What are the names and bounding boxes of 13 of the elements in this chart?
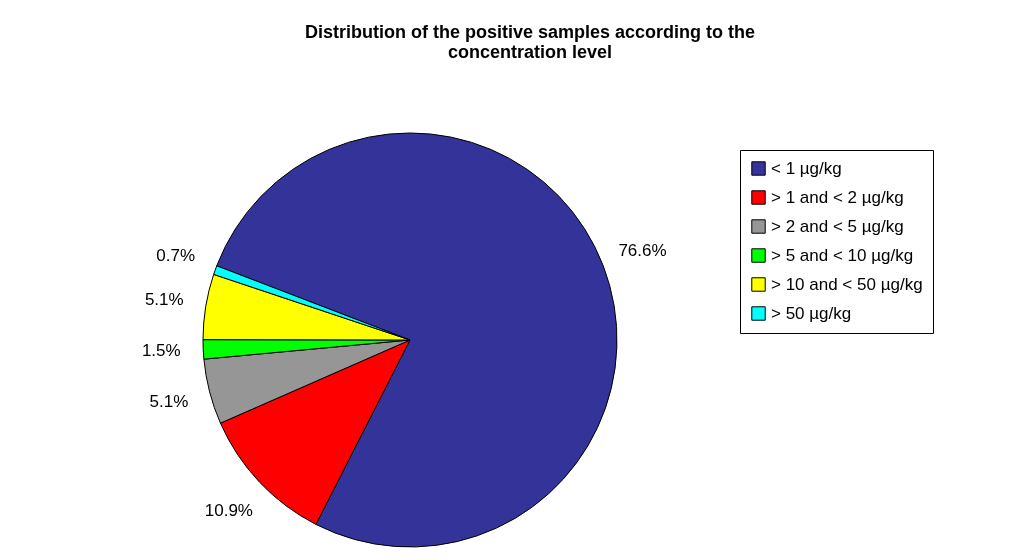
legend-label: > 50 µg/kg [771,303,852,323]
legend-label: > 1 and < 2 µg/kg [771,187,904,207]
data-label: 5.1% [149,392,189,412]
legend-label: < 1 µg/kg [771,158,842,178]
data-label: 0.7% [156,245,196,265]
legend-label: > 2 and < 5 µg/kg [771,216,904,236]
legend-label: > 5 and < 10 µg/kg [771,245,914,265]
data-label: 1.5% [141,341,181,361]
legend-label: > 10 and < 50 µg/kg [771,274,923,294]
data-label: 5.1% [144,289,184,309]
data-label: 10.9% [204,500,253,520]
chart-title: Distribution of the positive samples according to the concentration level [304,22,756,62]
data-label: 76.6% [618,240,667,260]
